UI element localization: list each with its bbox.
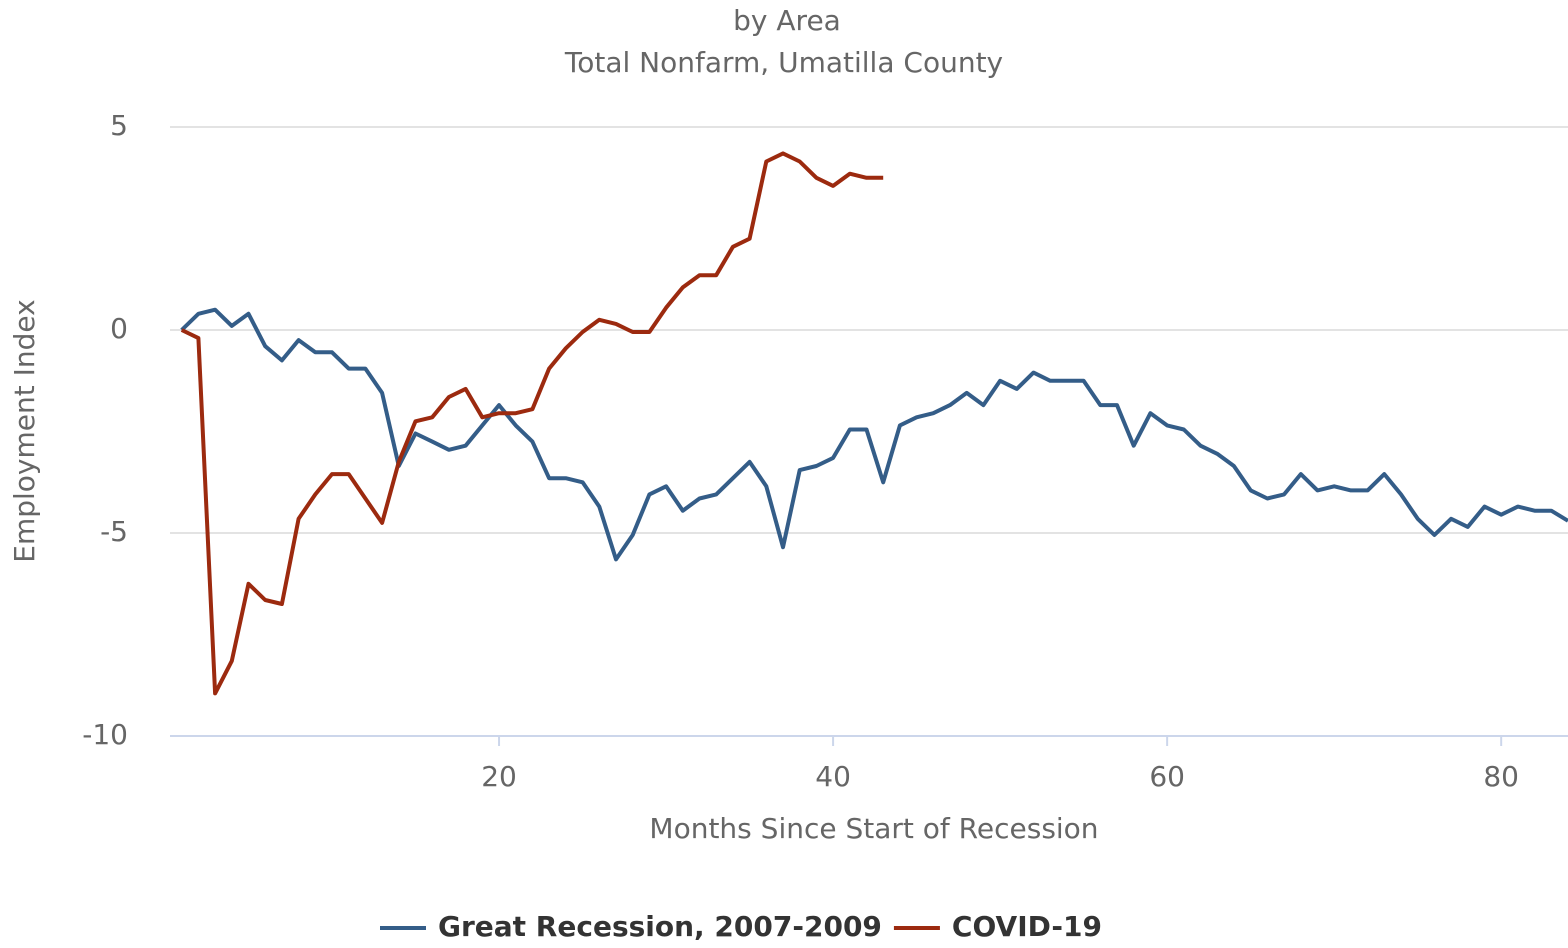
legend-label: COVID-19: [952, 910, 1102, 943]
series-line: [180, 151, 884, 696]
legend-label: Great Recession, 2007-2009: [438, 910, 882, 943]
y-tick-label: 5: [110, 109, 128, 142]
x-tick-label: 80: [1483, 760, 1519, 793]
series-line: [180, 307, 1568, 562]
y-axis-label: Employment Index: [8, 299, 41, 562]
x-tick-label: 20: [481, 760, 517, 793]
chart-title: by Area: [733, 4, 841, 37]
x-tick-label: 60: [1149, 760, 1185, 793]
y-tick-label: 0: [110, 312, 128, 345]
legend: Great Recession, 2007-2009 COVID-19: [380, 910, 1102, 943]
chart-subtitle: Total Nonfarm, Umatilla County: [564, 46, 1003, 79]
y-tick-label: -10: [82, 718, 128, 751]
x-axis-label: Months Since Start of Recession: [649, 812, 1098, 845]
y-tick-label: -5: [100, 515, 128, 548]
x-tick-label: 40: [815, 760, 851, 793]
